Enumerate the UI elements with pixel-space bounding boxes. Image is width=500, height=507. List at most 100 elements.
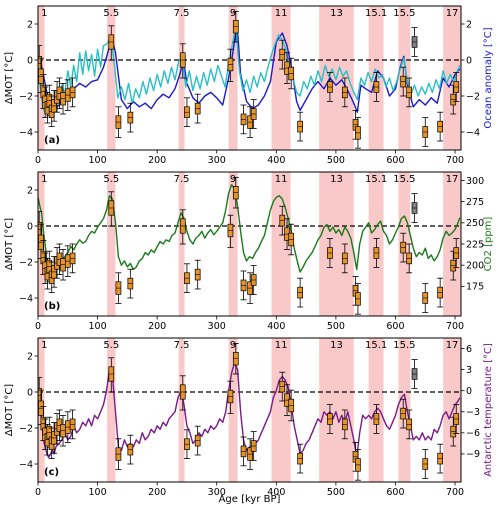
x-tick-label: 600: [386, 487, 404, 498]
x-tick-label: 700: [446, 487, 464, 498]
interglacial-label: 1: [41, 8, 47, 19]
left-axis-label: ΔMOT [°C]: [4, 384, 15, 437]
right-tick-label: 225: [466, 239, 484, 250]
interglacial-label: 9: [230, 340, 236, 351]
interglacial-label: 11: [275, 8, 288, 19]
interglacial-label: 15.1: [365, 340, 387, 351]
x-tick-label: 400: [267, 321, 285, 332]
interglacial-label: 17: [446, 8, 459, 19]
interglacial-band: [271, 6, 291, 150]
box-group: [38, 10, 460, 149]
interglacial-label: 9: [230, 8, 236, 19]
right-tick-label: 175: [466, 282, 484, 293]
interglacial-band: [443, 338, 461, 482]
x-tick-label: 300: [208, 487, 226, 498]
interglacial-label: 7.5: [174, 8, 190, 19]
right-tick-label: 275: [466, 197, 484, 208]
interglacial-label: 1: [41, 340, 47, 351]
right-tick-label: 2: [466, 19, 472, 30]
x-tick-label: 0: [35, 321, 41, 332]
x-axis-label: Age [kyr BP]: [219, 494, 281, 505]
interglacial-label: 7.5: [174, 340, 190, 351]
interglacial-label: 17: [446, 174, 459, 185]
x-tick-label: 0: [35, 155, 41, 166]
interglacial-label: 5.5: [103, 8, 119, 19]
interglacial-label: 11: [275, 340, 288, 351]
interglacial-band: [319, 338, 354, 482]
x-tick-label: 200: [148, 155, 166, 166]
box-group: [38, 176, 460, 315]
interglacial-band: [107, 338, 116, 482]
right-axis-label: Antarctic temperature [°C]: [483, 343, 494, 477]
interglacial-band: [319, 172, 354, 316]
x-tick-label: 600: [386, 321, 404, 332]
right-tick-label: 0: [466, 386, 472, 397]
interglacial-band: [228, 338, 238, 482]
left-axis-label: ΔMOT [°C]: [4, 218, 15, 271]
x-tick-label: 700: [446, 155, 464, 166]
x-tick-label: 300: [208, 155, 226, 166]
left-tick-label: 0: [27, 221, 33, 232]
interglacial-label: 15.5: [393, 174, 415, 185]
x-tick-label: 500: [327, 155, 345, 166]
interglacial-label: 15.1: [365, 174, 387, 185]
series-line: [38, 183, 461, 279]
interglacial-label: 7.5: [174, 174, 190, 185]
x-tick-label: 400: [267, 155, 285, 166]
x-tick-label: 100: [89, 155, 107, 166]
right-tick-label: −6: [466, 428, 480, 439]
panel-label: (a): [44, 135, 60, 146]
x-tick-label: 700: [446, 321, 464, 332]
left-tick-label: −4: [19, 459, 33, 470]
x-tick-label: 500: [327, 487, 345, 498]
series-line: [38, 361, 461, 459]
interglacial-label: 17: [446, 340, 459, 351]
left-tick-label: −4: [19, 127, 33, 138]
x-tick-label: 500: [327, 321, 345, 332]
right-axis-label: Ocean anomaly [°C]: [483, 27, 494, 128]
plot-frame: [37, 337, 462, 483]
interglacial-label: 11: [275, 174, 288, 185]
left-axis-label: ΔMOT [°C]: [4, 52, 15, 105]
interglacial-label: 15.1: [365, 8, 387, 19]
right-tick-label: −9: [466, 449, 480, 460]
left-tick-label: −4: [19, 293, 33, 304]
interglacial-label: 1: [41, 174, 47, 185]
panel-2: 1 5.5 7.5 9 11 13 15.1 15.5 17−4−202175200225250…: [4, 171, 494, 332]
interglacial-label: 13: [330, 8, 343, 19]
interglacial-label: 13: [330, 340, 343, 351]
box-group: [38, 342, 460, 481]
right-axis-label: CO2 [ppm]: [483, 217, 494, 272]
interglacial-label: 15.5: [393, 340, 415, 351]
x-tick-label: 200: [148, 321, 166, 332]
right-tick-label: 250: [466, 218, 484, 229]
x-tick-label: 300: [208, 321, 226, 332]
right-tick-label: 200: [466, 260, 484, 271]
x-tick-label: 600: [386, 155, 404, 166]
left-tick-label: 2: [27, 351, 33, 362]
left-tick-label: −2: [19, 257, 33, 268]
interglacial-label: 15.5: [393, 8, 415, 19]
interglacial-band: [228, 172, 238, 316]
left-tick-label: 2: [27, 19, 33, 30]
x-tick-label: 100: [89, 321, 107, 332]
interglacial-band: [271, 338, 291, 482]
left-tick-label: 2: [27, 185, 33, 196]
interglacial-band: [443, 172, 461, 316]
interglacial-label: 9: [230, 174, 236, 185]
interglacial-band: [228, 6, 238, 150]
x-tick-label: 0: [35, 487, 41, 498]
panel-label: (b): [44, 301, 60, 312]
left-tick-label: 0: [27, 55, 33, 66]
left-tick-label: −2: [19, 423, 33, 434]
interglacial-label: 13: [330, 174, 343, 185]
right-tick-label: −2: [466, 91, 480, 102]
series-line: [38, 25, 461, 117]
x-tick-label: 200: [148, 487, 166, 498]
x-tick-label: 400: [267, 487, 285, 498]
interglacial-band: [107, 172, 116, 316]
x-tick-label: 100: [89, 487, 107, 498]
